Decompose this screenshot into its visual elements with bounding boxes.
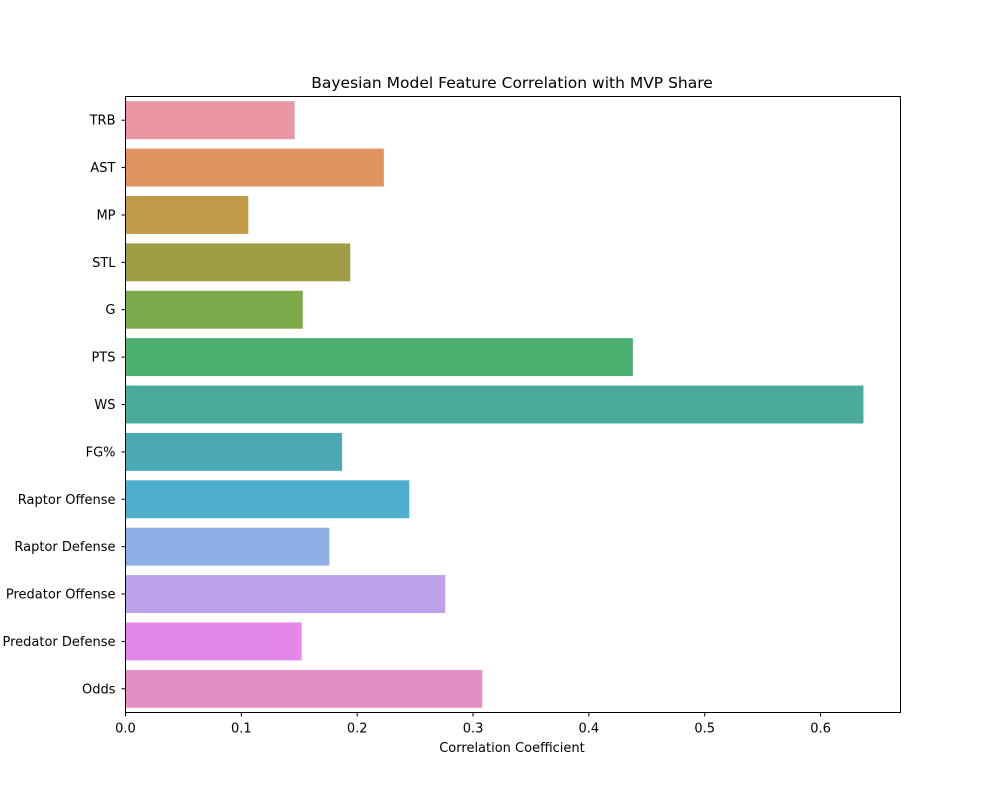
y-tick-label: G — [105, 303, 115, 318]
bar — [125, 385, 864, 424]
bars-layer — [125, 101, 864, 708]
x-tick-label: 0.5 — [694, 722, 715, 737]
bar — [125, 101, 295, 140]
chart-title: Bayesian Model Feature Correlation with … — [311, 74, 713, 92]
y-tick-label: STL — [92, 256, 116, 271]
bar — [125, 480, 410, 519]
x-tick-label: 0.1 — [231, 722, 252, 737]
x-tick-label: 0.6 — [810, 722, 831, 737]
bar — [125, 527, 330, 566]
y-tick-label: AST — [90, 161, 115, 176]
y-tick-label: Raptor Offense — [18, 493, 116, 508]
y-tick-label: Predator Defense — [2, 635, 115, 650]
x-tick-label: 0.3 — [463, 722, 484, 737]
y-tick-label: Odds — [82, 682, 116, 697]
x-axis: 0.0 0.1 0.2 0.3 0.4 0.5 0.6 — [115, 712, 831, 737]
bar — [125, 669, 483, 708]
bar — [125, 148, 384, 187]
bar — [125, 243, 351, 282]
plot-frame — [125, 96, 901, 713]
bar — [125, 575, 446, 613]
x-tick-label: 0.4 — [579, 722, 600, 737]
y-tick-label: MP — [96, 208, 115, 223]
bar — [125, 338, 633, 377]
bar — [125, 432, 343, 471]
bar — [125, 622, 302, 661]
y-tick-label: Predator Offense — [6, 588, 116, 603]
y-axis: TRB AST MP STL G PTS WS FG% Raptor Offense Raptor… — [2, 114, 126, 697]
y-tick-label: FG% — [86, 445, 116, 460]
bar — [125, 290, 303, 329]
y-tick-label: Raptor Defense — [14, 540, 115, 555]
y-tick-label: WS — [94, 398, 115, 413]
x-tick-label: 0.0 — [115, 722, 136, 737]
x-axis-title: Correlation Coefficient — [439, 741, 585, 756]
x-tick-label: 0.2 — [347, 722, 368, 737]
y-tick-label: PTS — [91, 351, 115, 366]
bar — [125, 196, 249, 234]
y-tick-label: TRB — [89, 114, 116, 129]
